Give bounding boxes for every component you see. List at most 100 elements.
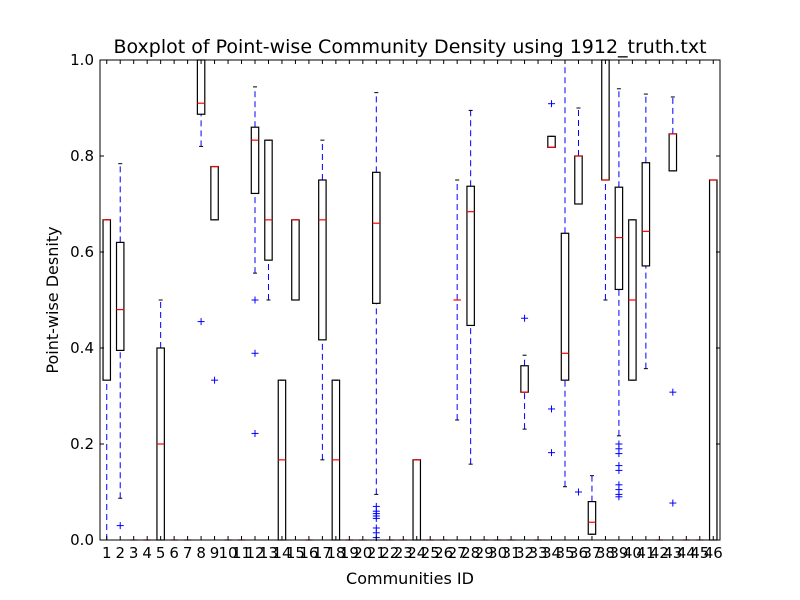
box — [196, 59, 206, 115]
x-tick-label: 10 — [218, 544, 237, 562]
box-group — [331, 379, 341, 541]
x-tick-label: 19 — [340, 544, 359, 562]
x-tick-label: 46 — [704, 544, 723, 562]
x-tick-label: 6 — [169, 544, 179, 562]
x-tick-label: 26 — [434, 544, 453, 562]
x-tick-label: 12 — [245, 544, 264, 562]
chart-title: Boxplot of Point-wise Community Density … — [113, 36, 706, 58]
flier-marker — [197, 318, 205, 326]
x-tick-label: 35 — [555, 544, 574, 562]
box — [520, 365, 529, 393]
x-tick-label: 18 — [326, 544, 345, 562]
box — [318, 179, 327, 341]
x-tick-label: 38 — [596, 544, 615, 562]
x-axis-label: Communities ID — [346, 569, 474, 588]
x-tick-label: 39 — [609, 544, 628, 562]
flier-marker — [211, 376, 219, 384]
x-axis-ticks: 1 2 3 4 5 6 7 8 9 1011121314151617181920212223242… — [102, 60, 723, 562]
box-group — [560, 59, 570, 488]
box-group — [601, 59, 610, 301]
x-tick-label: 15 — [286, 544, 305, 562]
box — [668, 133, 678, 172]
flier-marker — [574, 488, 582, 496]
box — [708, 179, 718, 541]
x-tick-label: 32 — [515, 544, 534, 562]
x-tick-label: 28 — [461, 544, 480, 562]
box — [291, 219, 300, 301]
x-tick-label: 27 — [448, 544, 467, 562]
x-tick-label: 21 — [367, 544, 386, 562]
flier-marker — [548, 405, 556, 413]
y-tick-label: 0.6 — [70, 243, 94, 261]
flier-marker — [615, 450, 623, 458]
x-tick-label: 33 — [528, 544, 547, 562]
x-tick-label: 44 — [677, 544, 696, 562]
x-tick-label: 36 — [569, 544, 588, 562]
x-tick-label: 23 — [394, 544, 413, 562]
box — [250, 126, 260, 195]
box-group — [277, 379, 287, 541]
y-axis-ticks: 0.0 0.2 0.4 0.6 0.8 1.0 — [70, 51, 720, 549]
box — [371, 171, 381, 304]
box — [614, 186, 624, 291]
plot-area — [102, 59, 718, 542]
box — [466, 185, 475, 327]
axes-frame — [99, 59, 721, 541]
y-tick-label: 0.8 — [70, 147, 94, 165]
x-tick-label: 42 — [650, 544, 669, 562]
box — [412, 459, 422, 541]
flier-marker — [251, 296, 259, 304]
x-tick-label: 30 — [488, 544, 507, 562]
flier-marker — [548, 100, 556, 108]
x-tick-label: 11 — [232, 544, 251, 562]
box-group — [574, 107, 583, 496]
x-tick-label: 45 — [690, 544, 709, 562]
x-tick-label: 37 — [582, 544, 601, 562]
box-group — [587, 475, 597, 535]
box — [115, 241, 125, 351]
box-group — [371, 92, 381, 542]
x-tick-label: 29 — [475, 544, 494, 562]
box-group — [547, 100, 556, 457]
x-tick-label: 5 — [156, 544, 166, 562]
box-group — [264, 139, 273, 301]
x-tick-label: 17 — [313, 544, 332, 562]
x-tick-label: 14 — [272, 544, 291, 562]
box-group — [291, 219, 300, 301]
box — [210, 165, 219, 221]
box — [560, 232, 570, 381]
y-axis-label: Point-wise Desnity — [43, 226, 62, 373]
y-tick-label: 0.4 — [70, 339, 94, 357]
box — [574, 155, 583, 205]
x-tick-label: 43 — [663, 544, 682, 562]
x-tick-label: 20 — [353, 544, 372, 562]
y-tick-label: 0.0 — [70, 531, 94, 549]
x-tick-label: 41 — [636, 544, 655, 562]
flier-marker — [521, 314, 529, 322]
box-group — [250, 86, 260, 437]
x-tick-label: 3 — [129, 544, 139, 562]
x-tick-label: 34 — [542, 544, 561, 562]
box — [547, 135, 556, 148]
x-tick-label: 24 — [407, 544, 426, 562]
flier-marker — [615, 493, 623, 501]
flier-marker — [669, 388, 677, 396]
x-tick-label: 40 — [623, 544, 642, 562]
box-group — [520, 314, 529, 430]
box-group — [115, 163, 125, 530]
x-tick-label: 31 — [502, 544, 521, 562]
flier-marker — [251, 349, 259, 357]
flier-marker — [615, 466, 623, 474]
box — [264, 139, 273, 261]
box-group — [628, 219, 637, 381]
box-group — [412, 459, 422, 541]
box-group — [708, 179, 718, 541]
box-group — [614, 88, 624, 501]
box-group — [466, 109, 475, 465]
box — [102, 219, 112, 381]
x-tick-label: 22 — [380, 544, 399, 562]
flier-marker — [669, 499, 677, 507]
flier-marker — [251, 429, 259, 437]
box-group — [668, 96, 678, 507]
